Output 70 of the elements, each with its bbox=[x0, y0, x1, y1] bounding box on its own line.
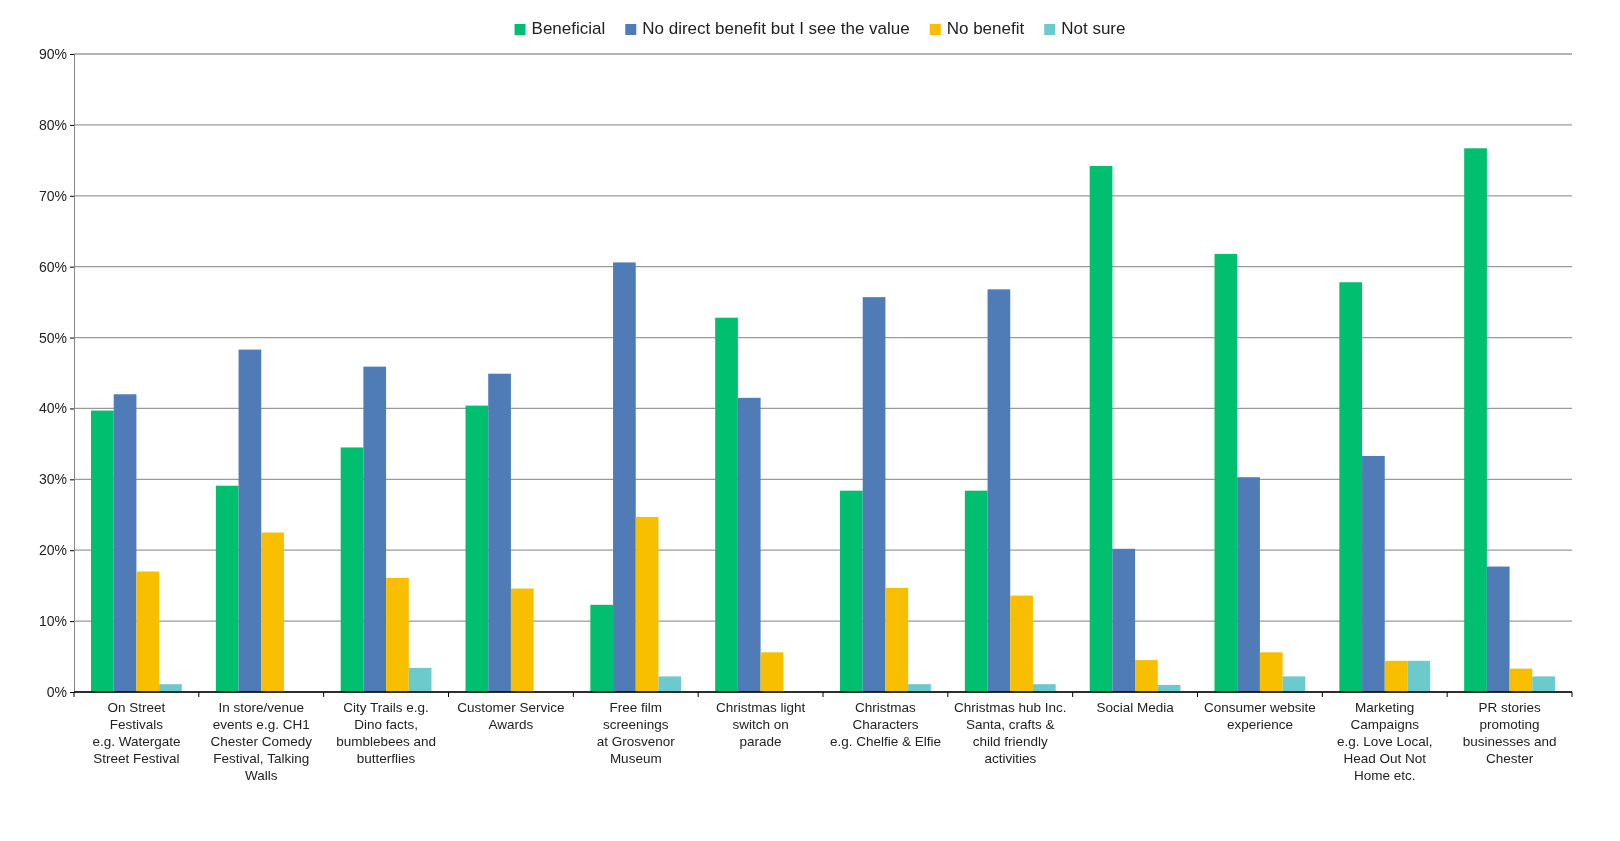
bar bbox=[1362, 455, 1385, 692]
bar bbox=[908, 684, 931, 692]
x-tick-label: Free film screenings at Grosvenor Museum bbox=[596, 700, 676, 766]
bar bbox=[1464, 148, 1487, 692]
y-tick-label: 30% bbox=[38, 471, 67, 488]
bar bbox=[1112, 548, 1136, 692]
bar bbox=[760, 652, 784, 692]
bar bbox=[465, 405, 489, 692]
bar bbox=[215, 485, 239, 692]
bar bbox=[261, 532, 284, 692]
bar bbox=[840, 490, 863, 692]
bar bbox=[613, 262, 636, 692]
y-tick-label: 20% bbox=[38, 542, 67, 559]
y-tick-label: 50% bbox=[38, 329, 67, 346]
bar bbox=[1237, 477, 1260, 692]
bar bbox=[1214, 253, 1238, 692]
bar bbox=[510, 588, 534, 692]
bar bbox=[1089, 166, 1113, 692]
y-tick-label: 0% bbox=[46, 683, 67, 700]
bar bbox=[964, 490, 988, 692]
bar bbox=[386, 577, 409, 692]
x-tick-label: City Trails e.g. Dino facts, bumblebees and butterflies bbox=[336, 700, 436, 766]
x-tick-label: Christmas light switch on parade bbox=[715, 700, 806, 749]
legend-label: No direct benefit but I see the value bbox=[642, 19, 910, 38]
bar bbox=[737, 397, 761, 692]
bar bbox=[658, 676, 682, 692]
bar bbox=[590, 604, 614, 692]
x-tick-label: PR stories promoting businesses and Chester bbox=[1462, 700, 1557, 766]
bar bbox=[885, 587, 909, 692]
bar bbox=[340, 447, 364, 692]
bar bbox=[1259, 652, 1283, 692]
x-tick-label: Christmas hub Inc. Santa, crafts & child friendly activities bbox=[953, 700, 1067, 766]
bar bbox=[91, 410, 114, 692]
y-tick-label: 60% bbox=[38, 258, 67, 275]
x-tick-label: Christmas Characters e.g. Chelfie & Elfie bbox=[829, 700, 941, 749]
bar bbox=[1282, 676, 1306, 692]
bar bbox=[488, 373, 511, 692]
x-tick-label: Customer Service Awards bbox=[457, 700, 565, 732]
bar bbox=[987, 289, 1011, 692]
legend-label: Not sure bbox=[1061, 19, 1126, 38]
bar bbox=[136, 571, 160, 692]
bar bbox=[408, 667, 432, 692]
y-tick-label: 40% bbox=[38, 400, 67, 417]
bar bbox=[113, 394, 137, 692]
bar bbox=[1032, 684, 1056, 692]
bar bbox=[1532, 676, 1555, 692]
y-tick-label: 80% bbox=[38, 116, 67, 133]
bar bbox=[1010, 595, 1033, 692]
x-tick-label: In store/venue events e.g. CH1 Chester Comedy Festival, Talking Walls bbox=[210, 700, 313, 783]
bar bbox=[363, 366, 387, 692]
x-tick-label: On Street Festivals e.g. Watergate Street Festival bbox=[92, 700, 181, 766]
x-tick-label: Social Media bbox=[1096, 700, 1175, 715]
y-tick-label: 90% bbox=[38, 45, 67, 62]
bar bbox=[159, 684, 182, 692]
legend-label: No benefit bbox=[946, 19, 1025, 38]
bar bbox=[1339, 282, 1363, 692]
bar bbox=[862, 297, 886, 692]
bar bbox=[1384, 660, 1408, 692]
x-tick-label: Marketing Campaigns e.g. Love Local, Head Out Not Home etc. bbox=[1337, 700, 1433, 783]
bar bbox=[1509, 668, 1533, 692]
y-tick-label: 70% bbox=[38, 187, 67, 204]
bar bbox=[635, 516, 659, 692]
bar bbox=[715, 317, 738, 692]
bar bbox=[1407, 660, 1431, 692]
y-tick-label: 10% bbox=[38, 613, 67, 630]
x-tick-label: Consumer website experience bbox=[1204, 700, 1316, 732]
bar bbox=[1486, 566, 1510, 692]
bar bbox=[238, 349, 262, 692]
bar bbox=[1135, 660, 1158, 692]
legend-label: Beneficial bbox=[531, 19, 606, 38]
